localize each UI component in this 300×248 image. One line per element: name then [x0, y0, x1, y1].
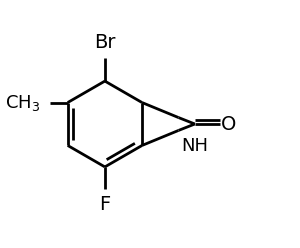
Text: F: F — [99, 195, 110, 214]
Text: O: O — [221, 115, 236, 133]
Text: Br: Br — [94, 33, 116, 52]
Text: NH: NH — [181, 137, 208, 155]
Text: CH$_3$: CH$_3$ — [4, 93, 40, 113]
